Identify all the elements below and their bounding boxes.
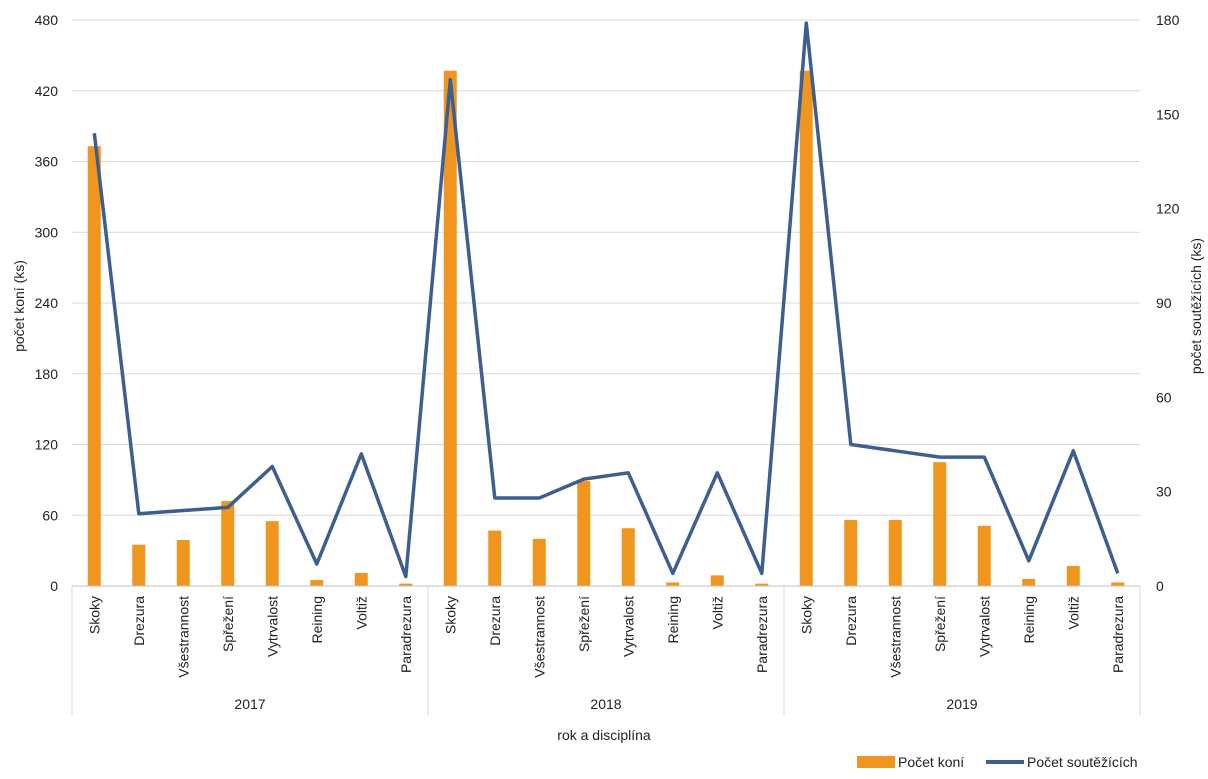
- category-label-sprezeni: Spřežení: [932, 596, 948, 652]
- bar-vsestrannost-2018: [533, 539, 546, 586]
- y-tick-label: 0: [50, 578, 58, 594]
- category-label-voltiz: Voltiž: [353, 596, 369, 629]
- y-tick-label: 120: [35, 437, 59, 453]
- legend-swatch-pocet-koni: [857, 756, 895, 768]
- category-label-vytrvalost: Vytrvalost: [976, 596, 992, 657]
- category-label-drezura: Drezura: [843, 596, 859, 646]
- category-label-reining: Reining: [1021, 596, 1037, 643]
- bar-drezura-2017: [132, 545, 145, 586]
- y-tick-label: 240: [35, 295, 59, 311]
- bar-reining-2017: [310, 580, 323, 586]
- category-label-vsestrannost: Všestrannost: [887, 596, 903, 678]
- y2-axis-title: počet soutěžících (ks): [1188, 238, 1204, 374]
- category-label-vsestrannost: Všestrannost: [531, 596, 547, 678]
- category-label-vytrvalost: Vytrvalost: [620, 596, 636, 657]
- bar-skoky-2017: [88, 146, 101, 586]
- category-label-vytrvalost: Vytrvalost: [264, 596, 280, 657]
- line-pocet-soutezicich: [94, 23, 1118, 577]
- bar-vsestrannost-2019: [889, 520, 902, 586]
- bar-skoky-2019: [800, 71, 813, 586]
- y-tick-label: 360: [35, 154, 59, 170]
- y-axis-left-ticks: 0 60 120 180 240 300 360 420 480: [35, 12, 59, 594]
- line-series-pocet-soutezicich: [94, 23, 1118, 577]
- bar-series-pocet-koni: [88, 71, 1125, 586]
- category-label-reining: Reining: [309, 596, 325, 643]
- y-tick-label: 180: [35, 366, 59, 382]
- category-label-drezura: Drezura: [487, 596, 503, 646]
- bar-sprezeni-2019: [933, 462, 946, 586]
- category-label-sprezeni: Spřežení: [220, 596, 236, 652]
- y-tick-label: 300: [35, 224, 59, 240]
- category-label-voltiz: Voltiž: [709, 596, 725, 629]
- bar-voltiz-2019: [1067, 566, 1080, 586]
- bar-reining-2018: [666, 582, 679, 586]
- legend: Počet koní Počet soutěžících: [857, 754, 1138, 770]
- bar-vytrvalost-2018: [622, 528, 635, 586]
- category-label-reining: Reining: [665, 596, 681, 643]
- y2-tick-label: 0: [1156, 578, 1164, 594]
- y2-tick-label: 180: [1156, 12, 1180, 28]
- year-label-2019: 2019: [946, 696, 977, 712]
- category-label-skoky: Skoky: [86, 596, 102, 634]
- bar-reining-2019: [1022, 579, 1035, 586]
- x-axis-title: rok a disciplína: [557, 727, 651, 743]
- bar-sprezeni-2018: [577, 481, 590, 586]
- category-label-paradrezura: Paradrezura: [398, 596, 414, 673]
- category-label-sprezeni: Spřežení: [576, 596, 592, 652]
- y-axis-right-ticks: 0 30 60 90 120 150 180: [1156, 12, 1180, 594]
- y2-tick-label: 60: [1156, 389, 1172, 405]
- category-label-skoky: Skoky: [442, 596, 458, 634]
- category-label-voltiz: Voltiž: [1065, 596, 1081, 629]
- y-tick-label: 60: [42, 507, 58, 523]
- y-tick-label: 420: [35, 83, 59, 99]
- y2-tick-label: 150: [1156, 106, 1180, 122]
- bar-voltiz-2018: [711, 575, 724, 586]
- y2-tick-label: 120: [1156, 201, 1180, 217]
- category-label-vsestrannost: Všestrannost: [175, 596, 191, 678]
- bar-vytrvalost-2017: [266, 521, 279, 586]
- y2-tick-label: 90: [1156, 295, 1172, 311]
- category-label-paradrezura: Paradrezura: [1110, 596, 1126, 673]
- year-label-2018: 2018: [590, 696, 621, 712]
- bar-paradrezura-2019: [1111, 582, 1124, 586]
- legend-label-pocet-soutezicich: Počet soutěžících: [1027, 754, 1138, 770]
- category-label-skoky: Skoky: [798, 596, 814, 634]
- category-labels: Skoky Drezura Všestrannost Spřežení Vytrvalo…: [86, 596, 1126, 678]
- bar-drezura-2018: [488, 531, 501, 586]
- y-axis-title: počet koní (ks): [11, 260, 27, 352]
- category-label-paradrezura: Paradrezura: [754, 596, 770, 673]
- bar-drezura-2019: [844, 520, 857, 586]
- category-label-drezura: Drezura: [131, 596, 147, 646]
- gridlines: [72, 20, 1140, 515]
- y2-tick-label: 30: [1156, 484, 1172, 500]
- bar-sprezeni-2017: [221, 501, 234, 586]
- bar-vytrvalost-2019: [978, 526, 991, 586]
- year-labels: 2017 2018 2019: [234, 696, 977, 712]
- y-tick-label: 480: [35, 12, 59, 28]
- year-label-2017: 2017: [234, 696, 265, 712]
- bar-voltiz-2017: [355, 573, 368, 586]
- bar-vsestrannost-2017: [177, 540, 190, 586]
- legend-label-pocet-koni: Počet koní: [898, 754, 964, 770]
